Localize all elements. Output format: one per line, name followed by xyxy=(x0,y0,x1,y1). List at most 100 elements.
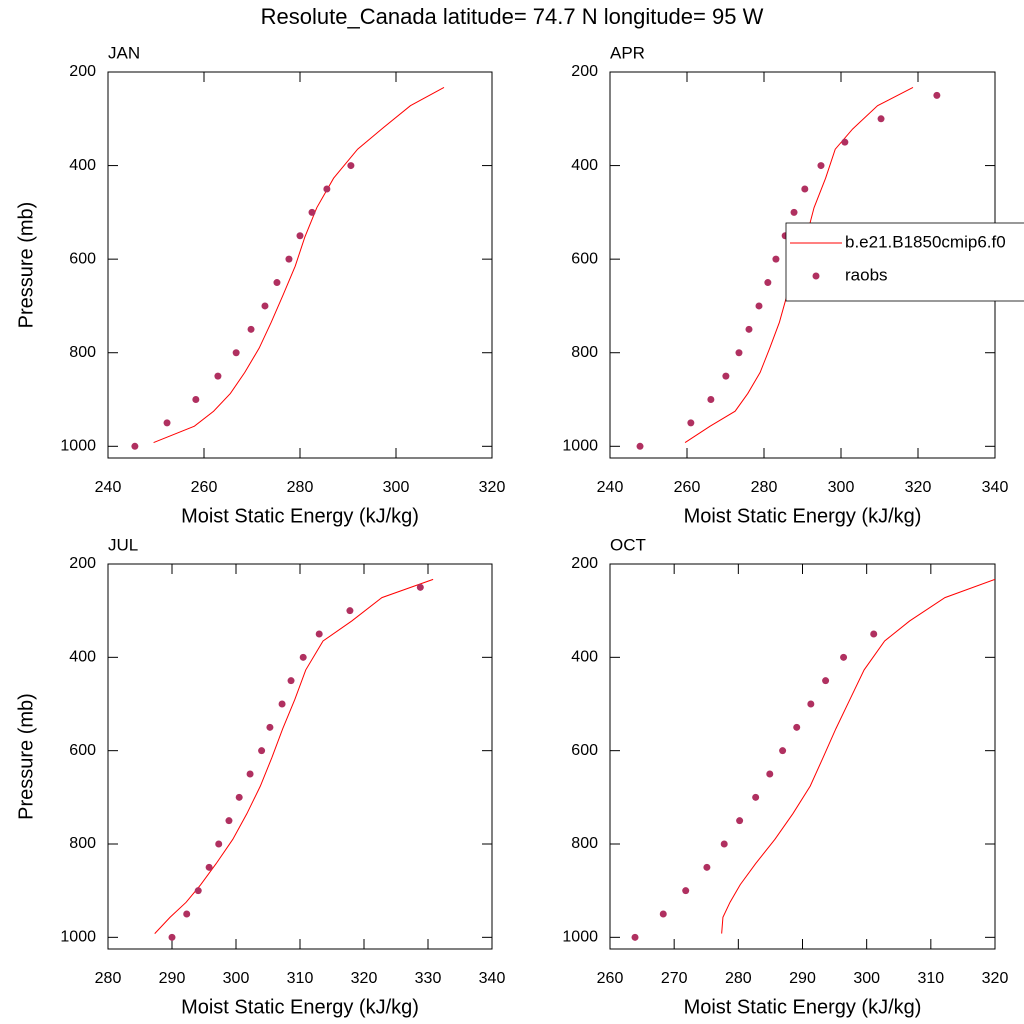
data-point xyxy=(296,232,304,240)
x-tick-label: 280 xyxy=(287,479,314,496)
x-tick-label: 240 xyxy=(597,479,624,496)
data-point xyxy=(722,372,730,380)
figure-title: Resolute_Canada latitude= 74.7 N longitu… xyxy=(261,4,764,29)
legend-label: raobs xyxy=(845,265,888,284)
data-line xyxy=(153,87,445,444)
y-tick-label: 1000 xyxy=(562,438,598,455)
panel: OCT 260 270 280 290 300 310 320 200 400 600 800 1000… xyxy=(562,535,1008,1018)
data-point xyxy=(735,349,743,357)
x-tick-label: 330 xyxy=(415,970,442,987)
data-point xyxy=(315,630,323,638)
data-point xyxy=(194,887,202,895)
data-point xyxy=(772,255,780,263)
y-axis-label: Pressure (mb) xyxy=(15,202,37,329)
panel-title: APR xyxy=(610,43,645,62)
data-point xyxy=(287,677,295,685)
x-tick-label: 290 xyxy=(159,970,186,987)
data-point xyxy=(163,419,171,427)
data-point xyxy=(703,863,711,871)
data-point xyxy=(258,747,266,755)
data-point xyxy=(205,863,213,871)
data-point xyxy=(807,700,815,708)
data-point xyxy=(745,325,753,333)
panel-title: OCT xyxy=(610,535,646,554)
y-tick-label: 200 xyxy=(571,555,598,572)
y-tick-label: 600 xyxy=(69,250,96,267)
panel: JAN 240 260 280 300 320 200 400 600 800 1000 Moist … xyxy=(15,43,505,527)
y-tick-label: 400 xyxy=(571,157,598,174)
data-point xyxy=(131,442,139,450)
data-point xyxy=(183,910,191,918)
y-tick-label: 600 xyxy=(571,742,598,759)
plot-area xyxy=(131,87,445,450)
data-point xyxy=(347,162,355,170)
data-point xyxy=(261,302,269,310)
x-tick-label: 310 xyxy=(917,970,944,987)
panel-title: JUL xyxy=(108,535,138,554)
x-tick-label: 300 xyxy=(853,970,880,987)
x-tick-label: 260 xyxy=(674,479,701,496)
y-tick-label: 600 xyxy=(571,250,598,267)
data-point xyxy=(192,396,200,404)
x-tick-label: 310 xyxy=(287,970,314,987)
data-point xyxy=(247,325,255,333)
x-tick-label: 240 xyxy=(95,479,122,496)
data-point xyxy=(346,607,354,615)
data-point xyxy=(659,910,667,918)
y-tick-label: 800 xyxy=(69,835,96,852)
legend-label: b.e21.B1850cmip6.f0 xyxy=(845,232,1006,251)
panel-title: JAN xyxy=(108,43,140,62)
data-point xyxy=(822,677,830,685)
y-tick-label: 800 xyxy=(69,344,96,361)
x-tick-label: 320 xyxy=(905,479,932,496)
x-tick-label: 300 xyxy=(223,970,250,987)
x-tick-label: 320 xyxy=(351,970,378,987)
data-point xyxy=(215,840,223,848)
y-tick-label: 200 xyxy=(571,63,598,80)
data-line xyxy=(721,578,995,934)
data-point xyxy=(266,723,274,731)
x-tick-label: 280 xyxy=(95,970,122,987)
x-axis-label: Moist Static Energy (kJ/kg) xyxy=(181,505,419,527)
data-point xyxy=(736,817,744,825)
data-point xyxy=(817,162,825,170)
y-tick-label: 600 xyxy=(69,742,96,759)
y-tick-label: 800 xyxy=(571,344,598,361)
plot-frame xyxy=(107,71,493,459)
data-point xyxy=(707,396,715,404)
data-point xyxy=(870,630,878,638)
panel: JUL 280 290 300 310 320 330 340 200 400 600 800 1000… xyxy=(15,535,505,1018)
plot-frame xyxy=(609,563,996,950)
data-point xyxy=(755,302,763,310)
legend: b.e21.B1850cmip6.f0 raobs xyxy=(785,222,1024,302)
data-point xyxy=(801,185,809,193)
y-tick-label: 400 xyxy=(69,157,96,174)
data-point xyxy=(285,255,293,263)
x-tick-label: 280 xyxy=(725,970,752,987)
data-point xyxy=(766,770,774,778)
data-point xyxy=(225,817,233,825)
data-point xyxy=(779,747,787,755)
data-point xyxy=(273,279,281,287)
data-point xyxy=(841,138,849,146)
y-tick-label: 800 xyxy=(571,835,598,852)
data-point xyxy=(877,115,885,123)
y-tick-label: 1000 xyxy=(60,929,96,946)
data-point xyxy=(214,372,222,380)
data-point xyxy=(933,91,941,99)
data-point xyxy=(682,887,690,895)
data-point xyxy=(246,770,254,778)
x-axis-label: Moist Static Energy (kJ/kg) xyxy=(684,996,922,1018)
data-point xyxy=(793,723,801,731)
data-point xyxy=(416,583,424,591)
legend-marker xyxy=(812,272,820,280)
data-point xyxy=(235,793,243,801)
plot-area xyxy=(631,578,995,941)
data-point xyxy=(840,653,848,661)
data-point xyxy=(299,653,307,661)
x-tick-label: 340 xyxy=(479,970,506,987)
plot-frame xyxy=(107,563,493,950)
legend-box xyxy=(785,222,1024,302)
data-point xyxy=(687,419,695,427)
